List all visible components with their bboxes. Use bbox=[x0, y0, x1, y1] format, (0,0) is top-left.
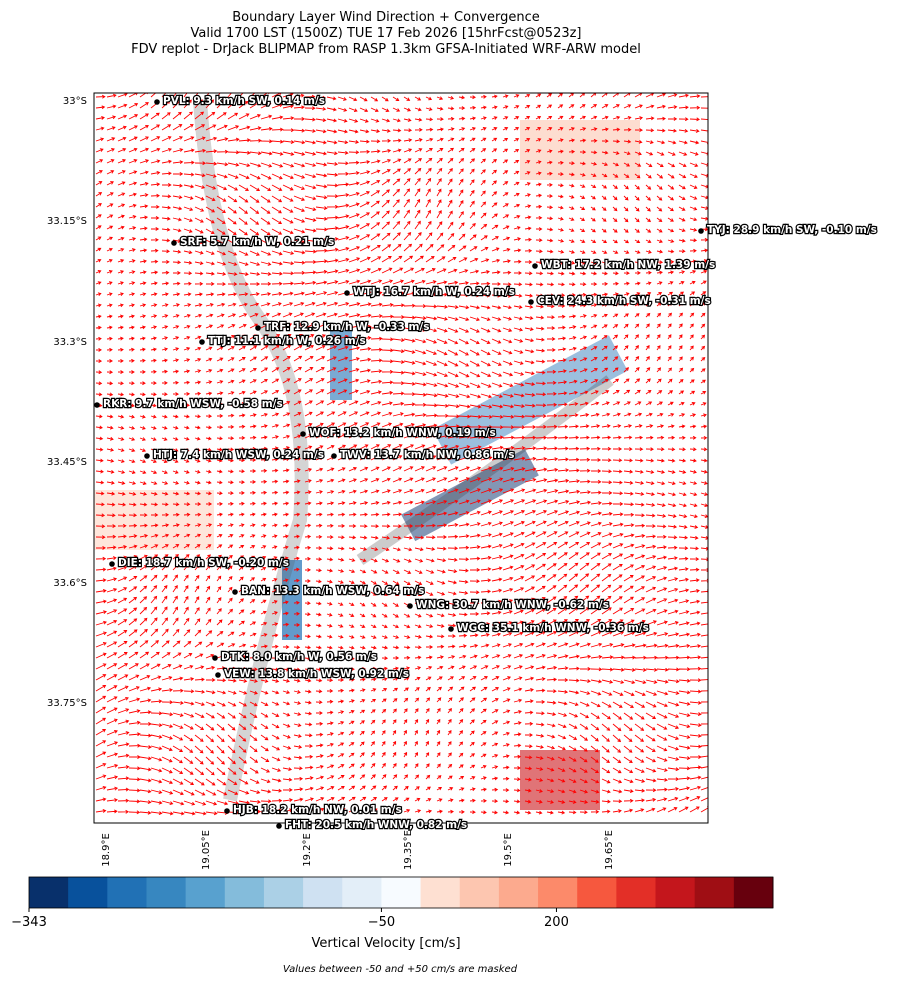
station-label: TYJ: 28.9 km/h SW, -0.10 m/s bbox=[707, 224, 877, 236]
station-dot bbox=[109, 561, 115, 567]
colorbar-swatch bbox=[694, 877, 735, 908]
station-label: CEV: 24.3 km/h SW, -0.31 m/s bbox=[537, 295, 711, 307]
lon-label: 18.9°E bbox=[101, 833, 112, 867]
lon-label: 19.05°E bbox=[201, 830, 212, 870]
station-label: WTJ: 16.7 km/h W, 0.24 m/s bbox=[353, 286, 515, 298]
station-dot bbox=[199, 339, 205, 345]
station-dot bbox=[344, 290, 350, 296]
station-dot bbox=[232, 589, 238, 595]
title-line: FDV replot - DrJack BLIPMAP from RASP 1.… bbox=[131, 42, 641, 57]
station-label: BAN: 13.3 km/h WSW, 0.64 m/s bbox=[241, 585, 424, 597]
map-background bbox=[94, 93, 708, 823]
station-dot bbox=[154, 99, 160, 105]
station-dot bbox=[215, 672, 221, 678]
lat-label: 33.15°S bbox=[47, 216, 87, 227]
colorbar-swatch bbox=[342, 877, 382, 908]
colorbar: −343 −50 200 bbox=[11, 876, 774, 930]
note: Values between -50 and +50 cm/s are mask… bbox=[283, 964, 518, 975]
station-label: TRF: 12.9 km/h W, -0.33 m/s bbox=[264, 321, 429, 333]
lon-label: 19.5°E bbox=[503, 833, 514, 867]
lon-label: 19.65°E bbox=[604, 830, 615, 870]
title-line: Boundary Layer Wind Direction + Converge… bbox=[232, 10, 540, 25]
station-dot bbox=[528, 299, 534, 305]
station-label: FHT: 20.5 km/h WNW, 0.82 m/s bbox=[285, 819, 467, 831]
station-label: TTJ: 11.1 km/h W, 0.26 m/s bbox=[208, 335, 366, 347]
station-dot bbox=[448, 626, 454, 632]
lat-label: 33°S bbox=[63, 96, 87, 107]
station-dot bbox=[212, 655, 218, 661]
station-dot bbox=[331, 453, 337, 459]
station-label: WOF: 13.2 km/h WNW, 0.19 m/s bbox=[309, 427, 496, 439]
stations: PVL: 9.3 km/h SW, 0.14 m/s TYJ: 28.9 km/h… bbox=[94, 94, 878, 832]
lat-label: 33.6°S bbox=[53, 578, 87, 589]
station-dot bbox=[300, 431, 306, 437]
shade bbox=[401, 448, 539, 542]
colorbar-swatch bbox=[29, 877, 69, 908]
wind-vectors bbox=[95, 93, 708, 816]
station-dot bbox=[171, 240, 177, 246]
colorbar-swatch bbox=[303, 877, 343, 908]
colorbar-swatch bbox=[459, 877, 500, 908]
station-dot bbox=[532, 263, 538, 269]
station-dot bbox=[224, 808, 230, 814]
colorbar-swatch bbox=[381, 877, 422, 908]
station-label: RKR: 9.7 km/h WSW, -0.58 m/s bbox=[103, 398, 283, 410]
station-label: DTK: 8.0 km/h W, 0.56 m/s bbox=[221, 651, 377, 663]
colorbar-tick-label: −50 bbox=[368, 915, 395, 930]
station-dot bbox=[94, 402, 100, 408]
lat-label: 33.45°S bbox=[47, 457, 87, 468]
colorbar-swatch bbox=[733, 877, 774, 908]
colorbar-swatch bbox=[577, 877, 617, 908]
colorbar-swatch bbox=[185, 877, 226, 908]
station-label: WBT: 17.2 km/h NW, 1.39 m/s bbox=[541, 259, 715, 271]
station-label: TWV: 13.7 km/h NW, 0.86 m/s bbox=[340, 449, 514, 461]
colorbar-swatch bbox=[655, 877, 696, 908]
shade bbox=[432, 335, 628, 465]
station-label: DIE: 18.7 km/h SW, -0.20 m/s bbox=[118, 557, 289, 569]
shade bbox=[94, 490, 214, 550]
axis-labels: 33°S 33.15°S 33.3°S 33.45°S 33.6°S 33.75°S 18.… bbox=[47, 96, 615, 870]
station-label: WNG: 30.7 km/h WNW, -0.62 m/s bbox=[416, 599, 609, 611]
colorbar-tick-label: −343 bbox=[11, 915, 47, 930]
colorbar-swatch bbox=[224, 877, 265, 908]
station-label: HJB: 18.2 km/h NW, 0.01 m/s bbox=[233, 804, 402, 816]
station-label: HTJ: 7.4 km/h WSW, 0.24 m/s bbox=[153, 449, 324, 461]
colorbar-label: Vertical Velocity [cm/s] bbox=[311, 936, 460, 951]
station-dot bbox=[255, 325, 261, 331]
colorbar-swatch bbox=[263, 877, 304, 908]
map-frame bbox=[93, 92, 709, 824]
colorbar-swatch bbox=[538, 877, 578, 908]
station-label: VEW: 13.8 km/h WSW, 0.92 m/s bbox=[224, 668, 409, 680]
lon-label: 19.2°E bbox=[302, 833, 313, 867]
station-dot bbox=[407, 603, 413, 609]
title-line: Valid 1700 LST (1500Z) TUE 17 Feb 2026 [… bbox=[190, 26, 581, 41]
lon-label: 19.35°E bbox=[403, 830, 414, 870]
colorbar-swatch bbox=[107, 877, 147, 908]
lat-label: 33.75°S bbox=[47, 698, 87, 709]
lat-label: 33.3°S bbox=[53, 337, 87, 348]
station-label: SRF: 5.7 km/h W, 0.21 m/s bbox=[180, 236, 334, 248]
station-label: WGC: 35.1 km/h WNW, -0.36 m/s bbox=[457, 622, 649, 634]
colorbar-swatch bbox=[68, 877, 108, 908]
station-label: PVL: 9.3 km/h SW, 0.14 m/s bbox=[163, 95, 325, 107]
colorbar-swatch bbox=[146, 877, 187, 908]
colorbar-swatch bbox=[616, 877, 657, 908]
terrain-ridge bbox=[193, 99, 309, 802]
station-dot bbox=[144, 453, 150, 459]
station-dot bbox=[698, 228, 704, 234]
terrain-ridge bbox=[356, 375, 614, 565]
colorbar-swatch bbox=[498, 877, 539, 908]
colorbar-swatch bbox=[420, 877, 461, 908]
colorbar-frame bbox=[28, 876, 774, 909]
colorbar-tick-label: 200 bbox=[544, 915, 569, 930]
station-dot bbox=[276, 823, 282, 829]
map-area bbox=[94, 93, 708, 823]
